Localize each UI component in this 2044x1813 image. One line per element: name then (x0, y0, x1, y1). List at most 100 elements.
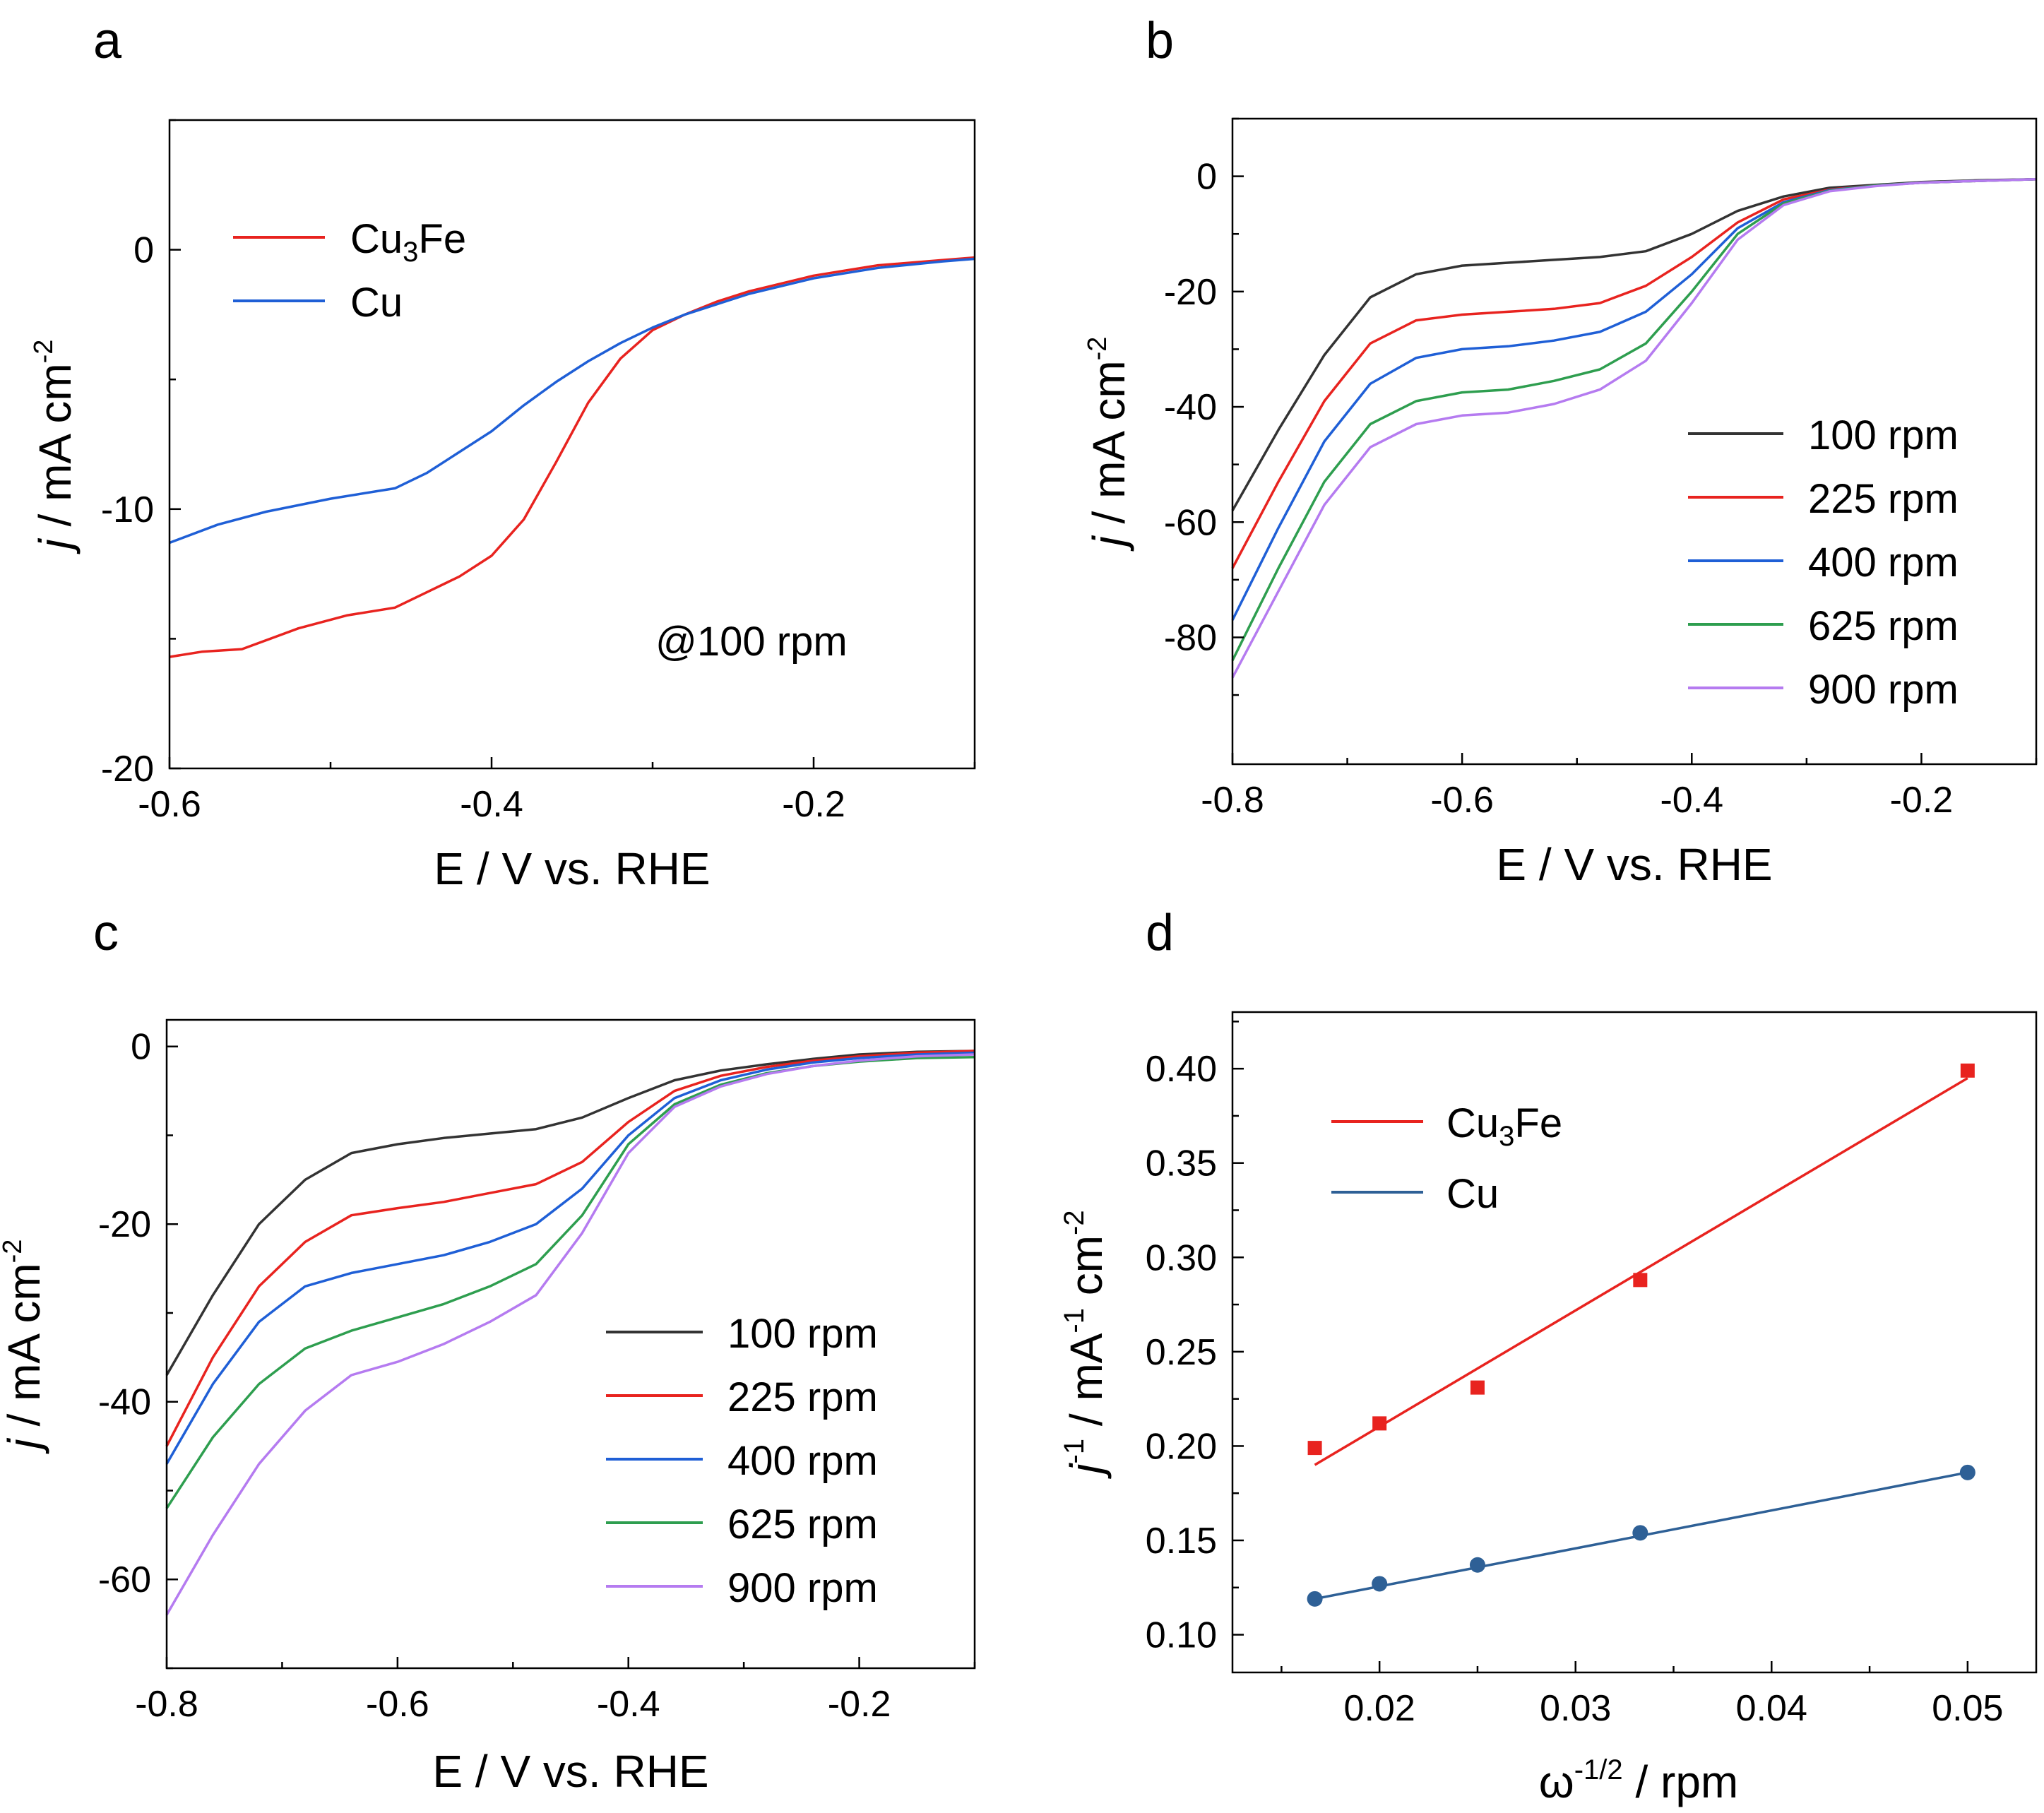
legend-label-400rpm: 400 rpm (727, 1438, 878, 1484)
panel-a-xlabel: E / V vs. RHE (434, 843, 710, 894)
panel-a: a -0.6 -0.4 -0.2 -20 -10 0 E / V vs. RHE j / … (29, 13, 976, 894)
data-point-cu3fe (1633, 1273, 1648, 1288)
x-tick-label: -0.4 (460, 784, 523, 825)
panel-letter-c: c (93, 905, 119, 961)
y-tick-label: -20 (1164, 272, 1217, 313)
y-tick-label: -80 (1164, 617, 1217, 658)
x-tick-label: 0.05 (1932, 1688, 2003, 1729)
data-point-cu (1959, 1464, 1975, 1480)
y-tick-label: 0 (131, 1027, 151, 1068)
panel-c-xlabel: E / V vs. RHE (432, 1746, 708, 1797)
x-tick-label: -0.8 (135, 1684, 198, 1725)
panel-d-lines (1314, 1076, 1968, 1600)
data-point-cu (1469, 1557, 1485, 1573)
panel-c: c -0.8 -0.6 -0.4 -0.2 -60 -40 -20 0 E / V vs. R… (0, 905, 976, 1797)
y-tick-label: 0.20 (1146, 1426, 1217, 1467)
panel-c-legend: 100 rpm 225 rpm 400 rpm 625 rpm 900 rpm (606, 1311, 878, 1611)
legend-label-225rpm: 225 rpm (1808, 476, 1959, 522)
series-line-cu3fe (169, 256, 975, 658)
data-point-cu (1307, 1591, 1323, 1607)
y-tick-label: 0.25 (1146, 1332, 1217, 1373)
data-point-cu3fe (1307, 1441, 1322, 1456)
data-point-cu3fe (1372, 1416, 1387, 1431)
panel-b: b -0.8 -0.6 -0.4 -0.2 -80 -60 -40 -20 0 E / V vs… (1083, 13, 2038, 890)
data-point-cu (1632, 1525, 1648, 1541)
panel-a-lines (169, 256, 975, 658)
panel-b-frame (1231, 117, 2038, 766)
x-tick-label: -0.6 (1430, 780, 1494, 821)
legend-label-225rpm: 225 rpm (727, 1374, 878, 1420)
y-tick-label: -40 (98, 1382, 151, 1423)
legend-label-900rpm: 900 rpm (1808, 667, 1959, 713)
panel-letter-d: d (1146, 905, 1174, 961)
panel-c-frame (165, 1018, 976, 1670)
series-line-900-rpm (165, 1053, 975, 1616)
fit-line-cu3fe (1314, 1076, 1968, 1466)
legend-label-cu: Cu (350, 280, 403, 326)
legend-label-900rpm: 900 rpm (727, 1565, 878, 1611)
x-tick-label: -0.6 (366, 1684, 429, 1725)
panel-a-annotation: @100 rpm (655, 619, 848, 665)
x-tick-label: -0.2 (828, 1684, 891, 1725)
data-point-cu3fe (1960, 1063, 1975, 1078)
x-tick-label: 0.02 (1344, 1688, 1415, 1729)
panel-a-ticks: -0.6 -0.4 -0.2 -20 -10 0 (101, 119, 976, 825)
panel-b-ylabel: j / mA cm-2 (1083, 337, 1134, 552)
series-line-400-rpm (165, 1051, 975, 1465)
panel-c-ticks: -0.8 -0.6 -0.4 -0.2 -60 -40 -20 0 (98, 1027, 976, 1725)
panel-d: d 0.02 0.03 0.04 0.050.100.150.200.250.300.… (1059, 905, 2038, 1807)
y-tick-label: -60 (1164, 502, 1217, 543)
panel-b-ticks: -0.8 -0.6 -0.4 -0.2 -80 -60 -40 -20 0 (1164, 117, 2038, 821)
series-line-100-rpm (1231, 177, 2037, 511)
panel-c-lines (165, 1050, 975, 1616)
y-tick-label: 0 (133, 230, 154, 271)
legend-label-625rpm: 625 rpm (727, 1502, 878, 1547)
y-tick-label: -20 (101, 749, 154, 790)
panel-letter-b: b (1146, 13, 1174, 69)
legend-label-400rpm: 400 rpm (1808, 540, 1959, 585)
panel-b-xlabel: E / V vs. RHE (1496, 839, 1772, 890)
panel-c-ylabel: j / mA cm-2 (0, 1240, 49, 1455)
x-tick-label: -0.8 (1201, 780, 1264, 821)
series-line-100-rpm (165, 1050, 975, 1376)
y-tick-label: 0.15 (1146, 1521, 1217, 1562)
panel-d-xlabel: ω-1/2 / rpm (1539, 1754, 1738, 1807)
x-tick-label: 0.04 (1736, 1688, 1807, 1729)
x-tick-label: -0.4 (597, 1684, 660, 1725)
x-tick-label: -0.6 (138, 784, 201, 825)
panel-d-frame (1231, 1011, 2038, 1674)
series-line-900-rpm (1231, 177, 2037, 679)
series-line-cu (169, 257, 975, 545)
y-tick-label: -40 (1164, 387, 1217, 428)
y-tick-label: 0 (1196, 157, 1217, 198)
panel-d-markers (1307, 1063, 1975, 1607)
x-tick-label: -0.2 (782, 784, 845, 825)
legend-label-cu: Cu (1446, 1171, 1499, 1217)
y-tick-label: 0.30 (1146, 1237, 1217, 1278)
panel-b-legend: 100 rpm 225 rpm 400 rpm 625 rpm 900 rpm (1688, 412, 1959, 713)
x-tick-label: -0.4 (1660, 780, 1723, 821)
legend-label-100rpm: 100 rpm (1808, 412, 1959, 458)
panel-a-ylabel: j / mA cm-2 (29, 340, 81, 555)
y-tick-label: 0.35 (1146, 1143, 1217, 1184)
panel-d-ylabel: j-1 / mA-1 cm-2 (1059, 1210, 1112, 1479)
panel-d-ticks: 0.02 0.03 0.04 0.05 0.10 0.15 0.20 0.25 0.30 0.35… (1146, 1021, 2003, 1729)
y-tick-label: -60 (98, 1559, 151, 1600)
x-tick-label: 0.03 (1540, 1688, 1611, 1729)
data-point-cu3fe (1470, 1380, 1485, 1395)
legend-label-625rpm: 625 rpm (1808, 603, 1959, 649)
x-tick-label: -0.2 (1890, 780, 1954, 821)
panel-b-lines (1231, 177, 2037, 679)
legend-label-cu3fe: Cu3Fe (350, 216, 466, 268)
y-tick-label: 0.10 (1146, 1615, 1217, 1656)
panel-a-frame (168, 119, 976, 770)
panel-letter-a: a (93, 13, 122, 69)
y-tick-label: 0.40 (1146, 1049, 1217, 1090)
legend-label-cu3fe: Cu3Fe (1446, 1100, 1562, 1152)
data-point-cu (1372, 1576, 1388, 1592)
series-line-225-rpm (165, 1050, 975, 1447)
y-tick-label: -10 (101, 489, 154, 530)
panel-a-legend: Cu3Fe Cu (233, 216, 466, 326)
y-tick-label: -20 (98, 1204, 151, 1245)
